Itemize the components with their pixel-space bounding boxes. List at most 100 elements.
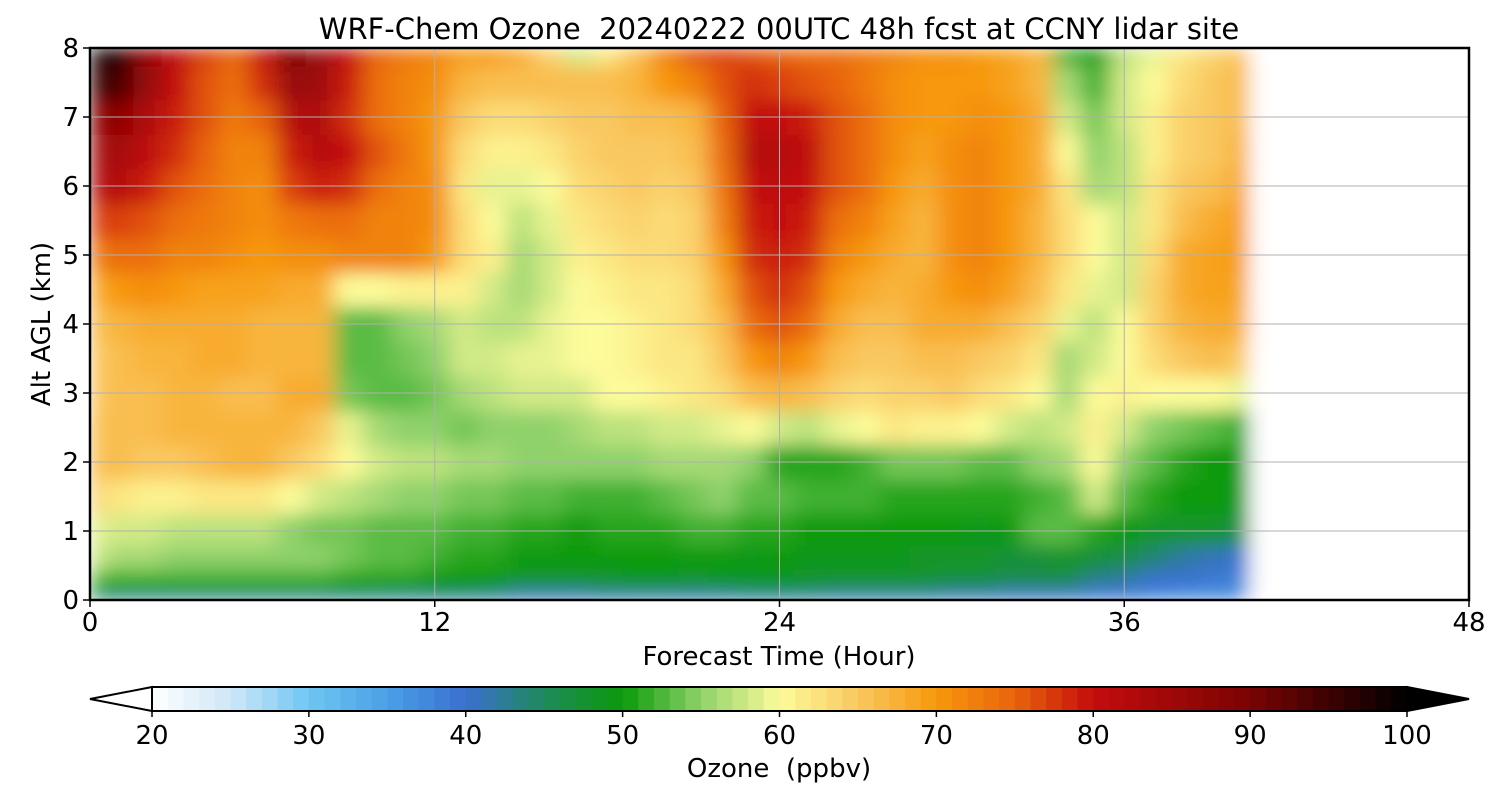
heatmap-cell <box>535 203 565 239</box>
colorbar-band <box>936 687 953 711</box>
heatmap-cell <box>1138 586 1169 598</box>
heatmap-cell <box>219 586 249 598</box>
heatmap-cell <box>334 513 364 546</box>
heatmap-cell <box>707 48 738 67</box>
heatmap-cell <box>995 65 1025 101</box>
heatmap-cell <box>851 203 881 239</box>
heatmap-cell <box>678 65 709 101</box>
colorbar-band <box>810 687 828 711</box>
heatmap-cell <box>391 513 422 546</box>
heatmap-cell <box>1167 586 1197 598</box>
heatmap-cell <box>1138 544 1169 570</box>
heatmap-cell <box>1081 48 1111 67</box>
heatmap-cell <box>1229 479 1249 515</box>
colorbar-band <box>1014 687 1032 711</box>
heatmap-cell <box>937 203 967 239</box>
heatmap-cell <box>133 544 163 570</box>
heatmap-cell <box>621 48 651 67</box>
heatmap-cell <box>449 134 479 170</box>
heatmap-cell <box>334 586 364 598</box>
heatmap-cell <box>133 48 163 67</box>
heatmap-cell <box>276 272 307 308</box>
heatmap-cell <box>995 596 1025 600</box>
heatmap-cell <box>736 48 766 67</box>
heatmap-cell <box>1229 569 1249 588</box>
heatmap-cell <box>1167 341 1197 377</box>
heatmap-cell <box>650 65 680 101</box>
colorbar-band <box>1203 687 1220 711</box>
heatmap-cell <box>592 48 623 67</box>
heatmap-cell <box>161 134 192 170</box>
heatmap-cell <box>305 410 335 446</box>
heatmap-cell <box>793 479 824 515</box>
colorbar-band <box>403 687 420 711</box>
heatmap-cell <box>506 513 537 546</box>
heatmap-cell <box>506 272 537 308</box>
heatmap-cell <box>1138 134 1169 170</box>
heatmap-cell <box>391 569 422 588</box>
heatmap-cell <box>1052 410 1082 446</box>
colorbar-band <box>654 687 671 711</box>
colorbar-band <box>685 687 702 711</box>
heatmap-cell <box>793 272 824 308</box>
heatmap-cell <box>937 513 967 546</box>
heatmap-cell <box>248 48 278 67</box>
heatmap-cell <box>592 569 623 588</box>
heatmap-cell <box>449 341 479 377</box>
heatmap-cell <box>822 479 853 515</box>
heatmap-cell <box>391 203 422 239</box>
heatmap-cell <box>621 341 651 377</box>
colorbar-band <box>622 687 639 711</box>
heatmap-cell <box>966 479 996 515</box>
colorbar-band <box>152 687 169 711</box>
heatmap-cell <box>90 569 106 588</box>
heatmap-cell <box>707 134 738 170</box>
heatmap-cell <box>937 48 967 67</box>
heatmap-cell <box>995 272 1025 308</box>
heatmap-cell <box>995 203 1025 239</box>
heatmap-cell <box>1167 596 1197 600</box>
heatmap-cell <box>1196 569 1230 588</box>
heatmap-cell <box>678 134 709 170</box>
heatmap-cell <box>650 513 680 546</box>
heatmap-cell <box>391 479 422 515</box>
heatmap-cell <box>248 203 278 239</box>
colorbar-band <box>324 687 341 711</box>
heatmap-cell <box>190 65 221 101</box>
heatmap-cell <box>219 48 249 67</box>
colorbar-band <box>748 687 765 711</box>
heatmap-cell <box>1167 134 1197 170</box>
heatmap-cell <box>190 48 221 67</box>
heatmap-cell <box>104 596 134 600</box>
colorbar: 20 30 40 50 60 70 80 90 100 Ozone (ppbv) <box>89 685 1470 784</box>
heatmap-cell <box>592 544 623 570</box>
heatmap-cell <box>1138 341 1169 377</box>
heatmap-cell <box>592 203 623 239</box>
heatmap-cell <box>621 65 651 101</box>
heatmap-cell <box>707 586 738 598</box>
heatmap-cell <box>535 569 565 588</box>
heatmap-cell <box>334 134 364 170</box>
heatmap-cell <box>1081 544 1111 570</box>
heatmap-cell <box>1081 596 1111 600</box>
heatmap-cell <box>133 65 163 101</box>
heatmap-cell <box>133 479 163 515</box>
heatmap-cell <box>822 569 853 588</box>
heatmap-cell <box>535 272 565 308</box>
heatmap-cell <box>736 134 766 170</box>
colorbar-band <box>355 687 373 711</box>
heatmap-cell <box>1229 544 1249 570</box>
heatmap-cell <box>937 596 967 600</box>
heatmap-cell <box>477 410 508 446</box>
heatmap-cell <box>707 513 738 546</box>
heatmap-cell <box>851 134 881 170</box>
heatmap-cell <box>161 341 192 377</box>
ozone-contour-field <box>90 48 1469 600</box>
heatmap-cell <box>248 134 278 170</box>
heatmap-cell <box>851 596 881 600</box>
heatmap-cell <box>90 272 106 308</box>
heatmap-cell <box>1138 48 1169 67</box>
heatmap-cell <box>1052 586 1082 598</box>
heatmap-cell <box>880 586 910 598</box>
y-tick-label: 8 <box>62 34 79 64</box>
